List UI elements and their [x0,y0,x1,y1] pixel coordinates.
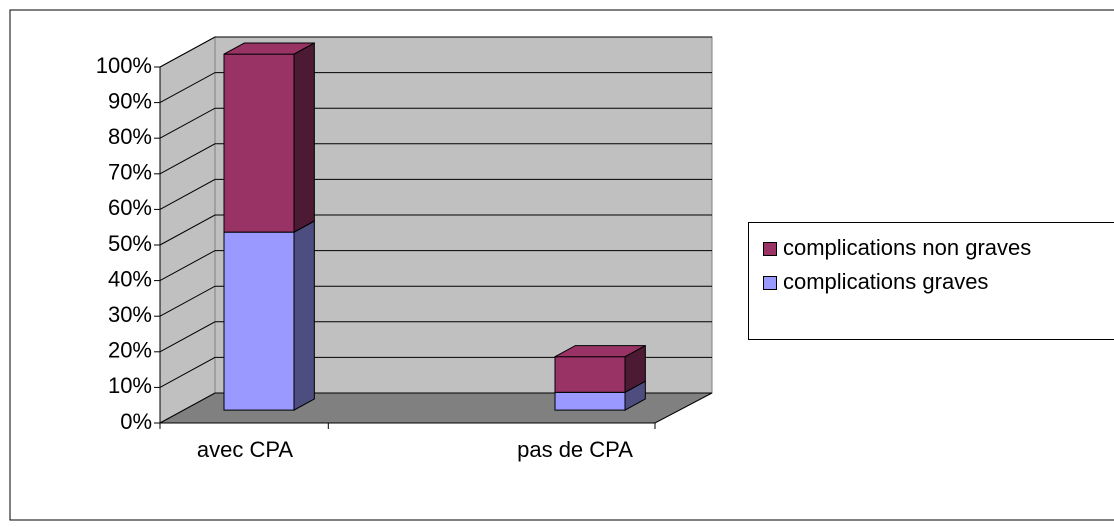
grid-line [159,178,712,210]
bar-front [223,53,295,233]
grid-line [159,143,712,175]
bar-front [223,231,295,411]
legend-item: complications non graves [763,235,1113,261]
legend-label: complications graves [783,269,989,294]
y-tick-label: 10% [108,373,152,398]
legend-swatch [763,242,777,256]
grid-line [159,36,712,68]
bar-front [554,391,626,411]
grid-line [159,214,712,246]
y-tick-label: 70% [108,160,152,185]
x-tick-label: pas de CPA [517,437,633,462]
y-tick-label: 40% [108,266,152,291]
legend-label: complications non graves [783,235,1032,260]
y-tick-label: 50% [108,231,152,256]
grid-line [159,356,712,388]
bar [223,42,315,233]
y-tick-label: 90% [108,88,152,113]
y-tick-label: 60% [108,195,152,220]
grid-line [159,285,712,317]
bar [554,344,646,394]
legend: complications non graves complications gr… [748,222,1114,340]
bar-top [223,42,315,55]
bar [223,220,315,411]
bar-top [554,345,646,358]
legend-swatch [763,276,777,290]
bar-side [293,220,315,411]
legend-item: complications graves [763,269,1113,295]
y-tick-label: 30% [108,302,152,327]
grid-line [159,250,712,282]
grid-line [159,107,712,139]
bar-front [554,356,626,393]
grid-line [159,72,712,104]
y-tick-label: 20% [108,338,152,363]
x-tick-label: avec CPA [196,437,294,462]
bar-side [293,42,315,233]
y-tick-label: 0% [120,409,152,434]
y-tick-label: 80% [108,124,152,149]
grid-line [159,321,712,353]
y-tick-label: 100% [96,53,152,78]
